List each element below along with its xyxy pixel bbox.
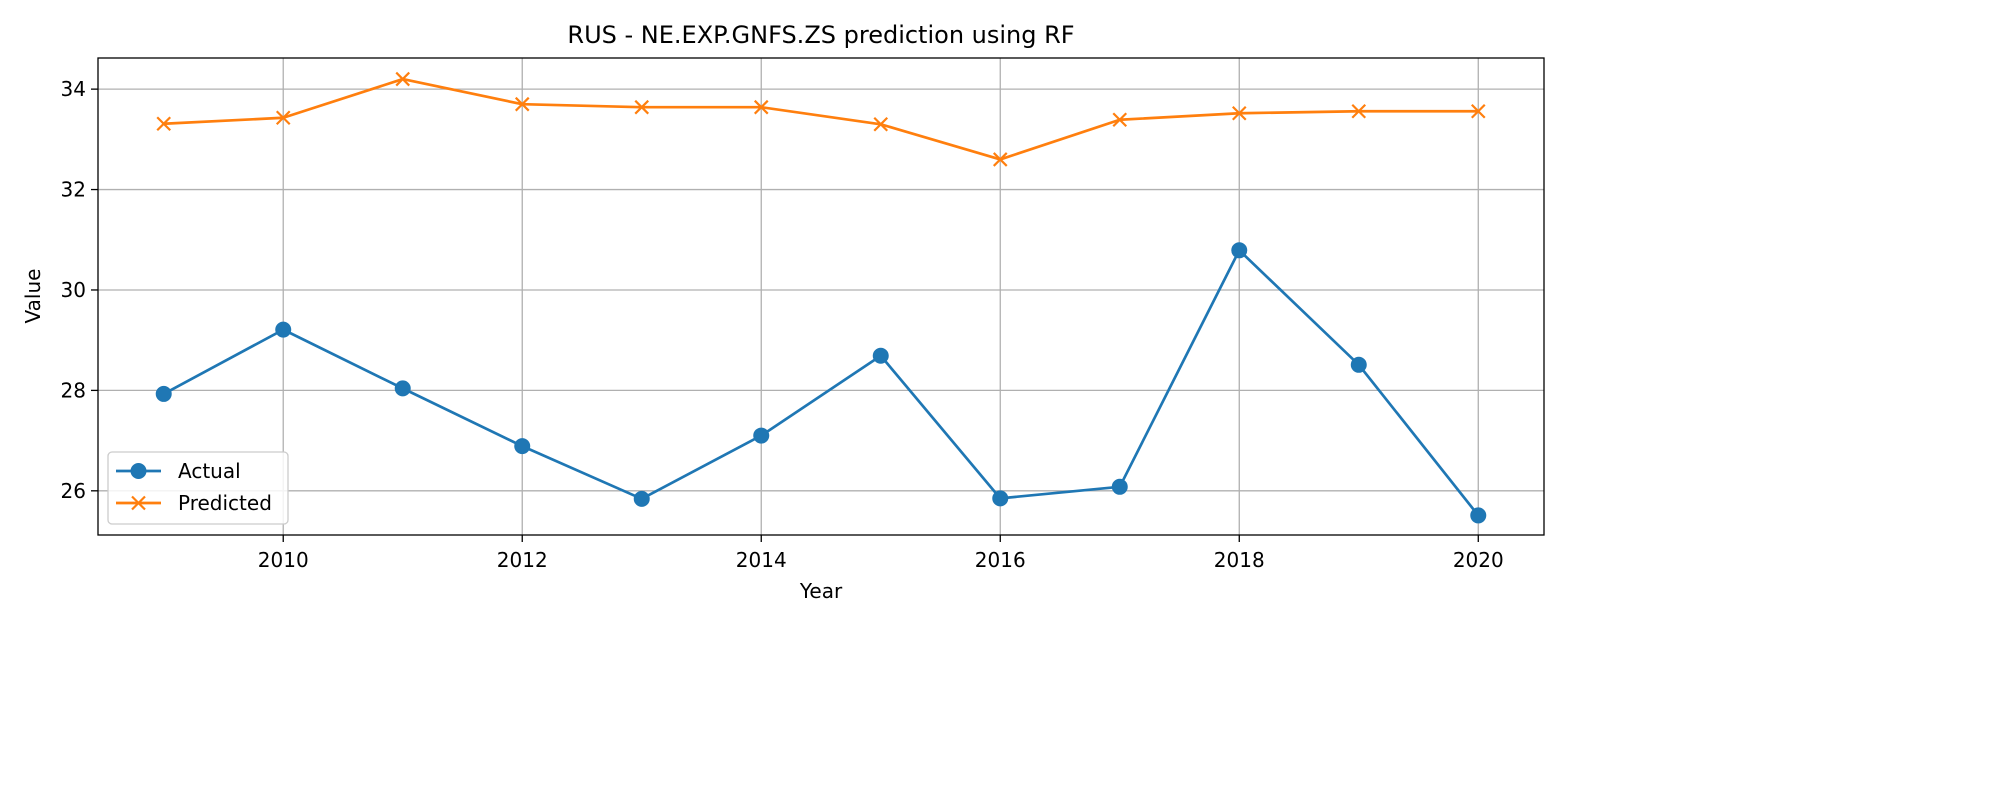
series-actual [155,242,1487,524]
chart: 2010 2012 2014 2016 2018 2020 26 28 30 32 34 RUS -… [21,21,1545,603]
predicted-point [873,117,889,132]
plot-frame [97,57,1545,536]
actual-point [1111,478,1128,495]
legend: Actual Predicted [107,451,289,525]
x-axis-label: Year [799,579,843,603]
predicted-point [1231,105,1247,121]
x-tick-label: 2010 [258,548,309,572]
x-tick-label: 2020 [1453,548,1504,572]
predicted-point [992,152,1008,167]
predicted-point [275,110,291,126]
y-tick-label: 28 [61,378,86,402]
actual-point [394,380,411,397]
y-tick-label: 30 [61,278,86,302]
x-tick-label: 2016 [975,548,1026,572]
actual-point [275,321,292,338]
predicted-point [753,99,769,115]
actual-point [872,347,889,364]
predicted-line [163,77,1479,161]
x-tick-label: 2018 [1214,548,1265,572]
predicted-point [1351,103,1367,119]
actual-line [163,248,1480,517]
legend-predicted-marker [131,495,146,511]
legend-actual-marker [130,463,147,479]
predicted-point [1112,112,1128,128]
tick-layer: 2010 2012 2014 2016 2018 2020 26 28 30 32 34 [61,77,1504,572]
actual-point [1470,507,1487,524]
x-tick-label: 2012 [497,548,548,572]
actual-point [992,490,1009,507]
series-predicted [156,71,1486,167]
y-tick-label: 26 [61,479,86,503]
x-tick-label: 2014 [736,548,787,572]
grid-layer [98,58,1544,535]
series-layer [155,71,1487,524]
legend-actual-label: Actual [178,459,241,483]
actual-point [155,385,172,402]
actual-point [753,427,770,444]
y-axis-label: Value [21,269,45,324]
actual-point [514,438,531,455]
legend-predicted-label: Predicted [178,491,272,515]
y-tick-label: 34 [61,77,86,101]
predicted-point [156,116,172,132]
predicted-point [634,99,650,115]
actual-point [1231,242,1248,259]
chart-title: RUS - NE.EXP.GNFS.ZS prediction using RF [567,21,1074,49]
y-tick-label: 32 [61,178,86,202]
predicted-point [514,96,530,112]
predicted-point [395,71,411,87]
actual-point [633,490,650,507]
actual-point [1350,356,1367,373]
predicted-point [1470,103,1486,119]
